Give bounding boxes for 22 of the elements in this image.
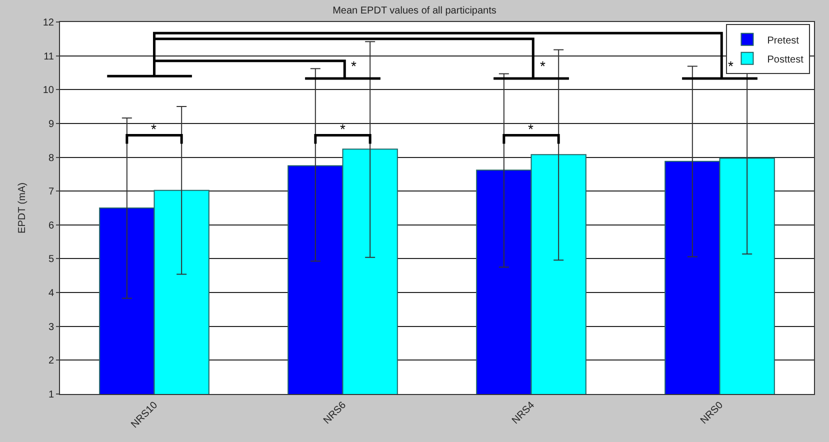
- y-tick-label: 12: [42, 18, 54, 28]
- annotation: *: [151, 121, 157, 137]
- annotation: *: [340, 121, 346, 137]
- y-tick-label: 4: [48, 288, 54, 300]
- y-tick-label: 10: [42, 85, 54, 96]
- annotation: *: [540, 58, 546, 74]
- y-tick-label: 9: [48, 118, 54, 130]
- y-tick-label: 7: [48, 186, 54, 198]
- y-tick-label: 2: [48, 356, 54, 367]
- y-tick-label: 11: [44, 51, 54, 62]
- y-tick-label: 5: [48, 254, 54, 266]
- y-axis-title: EPDT (mA): [16, 182, 28, 234]
- y-tick-label: 8: [48, 152, 54, 164]
- annotation: *: [528, 121, 534, 137]
- y-tick-label: 3: [48, 322, 54, 333]
- y-tick-label: 1: [48, 390, 54, 400]
- legend-label: Pretest: [767, 35, 800, 46]
- y-tick-label: 6: [48, 220, 54, 232]
- chart-title: Mean EPDT values of all participants: [332, 6, 496, 17]
- annotation: *: [351, 58, 357, 74]
- legend-label: Posttest: [767, 54, 804, 66]
- annotation: *: [728, 58, 734, 74]
